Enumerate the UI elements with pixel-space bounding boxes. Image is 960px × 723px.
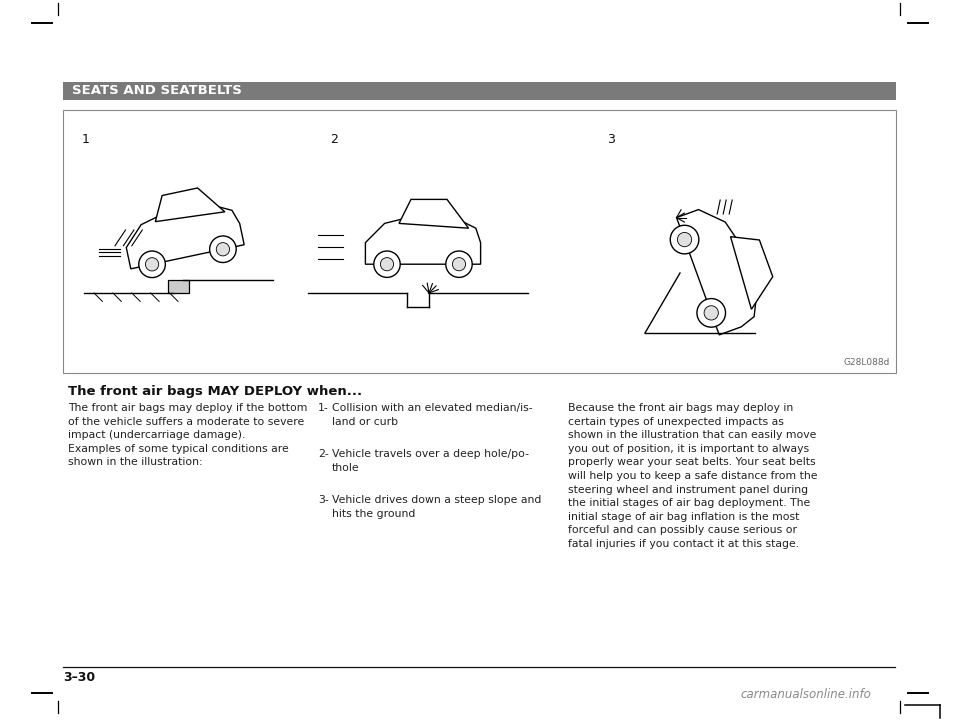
Text: 3–30: 3–30: [63, 671, 95, 684]
Polygon shape: [167, 281, 188, 293]
Circle shape: [678, 232, 692, 247]
Polygon shape: [677, 210, 757, 335]
Circle shape: [216, 243, 229, 256]
Bar: [63, 82, 896, 100]
Text: Because the front air bags may deploy in
certain types of unexpected impacts as
: Because the front air bags may deploy in…: [568, 403, 818, 549]
Polygon shape: [366, 216, 481, 264]
Circle shape: [145, 257, 158, 271]
Text: Vehicle travels over a deep hole/po-
thole: Vehicle travels over a deep hole/po- tho…: [332, 449, 529, 473]
Text: carmanualsonline.info: carmanualsonline.info: [740, 688, 871, 701]
Circle shape: [209, 236, 236, 262]
Polygon shape: [731, 236, 773, 309]
Text: 3: 3: [607, 133, 614, 146]
Text: 3-: 3-: [318, 495, 328, 505]
Text: Collision with an elevated median/is-
land or curb: Collision with an elevated median/is- la…: [332, 403, 533, 427]
Text: The front air bags MAY DEPLOY when...: The front air bags MAY DEPLOY when...: [68, 385, 362, 398]
Text: 1-: 1-: [318, 403, 328, 413]
Polygon shape: [156, 188, 225, 222]
Circle shape: [452, 257, 466, 271]
Bar: [63, 110, 896, 373]
Text: 1: 1: [82, 133, 90, 146]
Circle shape: [380, 257, 394, 271]
Text: G28L088d: G28L088d: [844, 358, 890, 367]
Text: 2-: 2-: [318, 449, 328, 459]
Text: Vehicle drives down a steep slope and
hits the ground: Vehicle drives down a steep slope and hi…: [332, 495, 541, 518]
Circle shape: [704, 306, 718, 320]
Polygon shape: [127, 203, 244, 269]
Circle shape: [697, 299, 726, 328]
Text: 2: 2: [330, 133, 338, 146]
Circle shape: [445, 251, 472, 278]
Text: The front air bags may deploy if the bottom
of the vehicle suffers a moderate to: The front air bags may deploy if the bot…: [68, 403, 307, 467]
Polygon shape: [399, 200, 468, 228]
Text: SEATS AND SEATBELTS: SEATS AND SEATBELTS: [72, 85, 242, 98]
Circle shape: [670, 226, 699, 254]
Circle shape: [373, 251, 400, 278]
Circle shape: [139, 251, 165, 278]
